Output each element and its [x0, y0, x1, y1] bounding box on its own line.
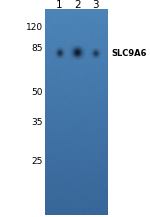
Text: 35: 35 — [31, 118, 43, 127]
Text: 2: 2 — [74, 0, 81, 10]
Text: 50: 50 — [31, 88, 43, 97]
Text: 85: 85 — [31, 44, 43, 53]
Text: 120: 120 — [26, 23, 43, 32]
Text: 3: 3 — [92, 0, 99, 10]
Text: 25: 25 — [31, 157, 43, 166]
Text: 1: 1 — [56, 0, 63, 10]
Text: SLC9A6: SLC9A6 — [112, 49, 147, 58]
